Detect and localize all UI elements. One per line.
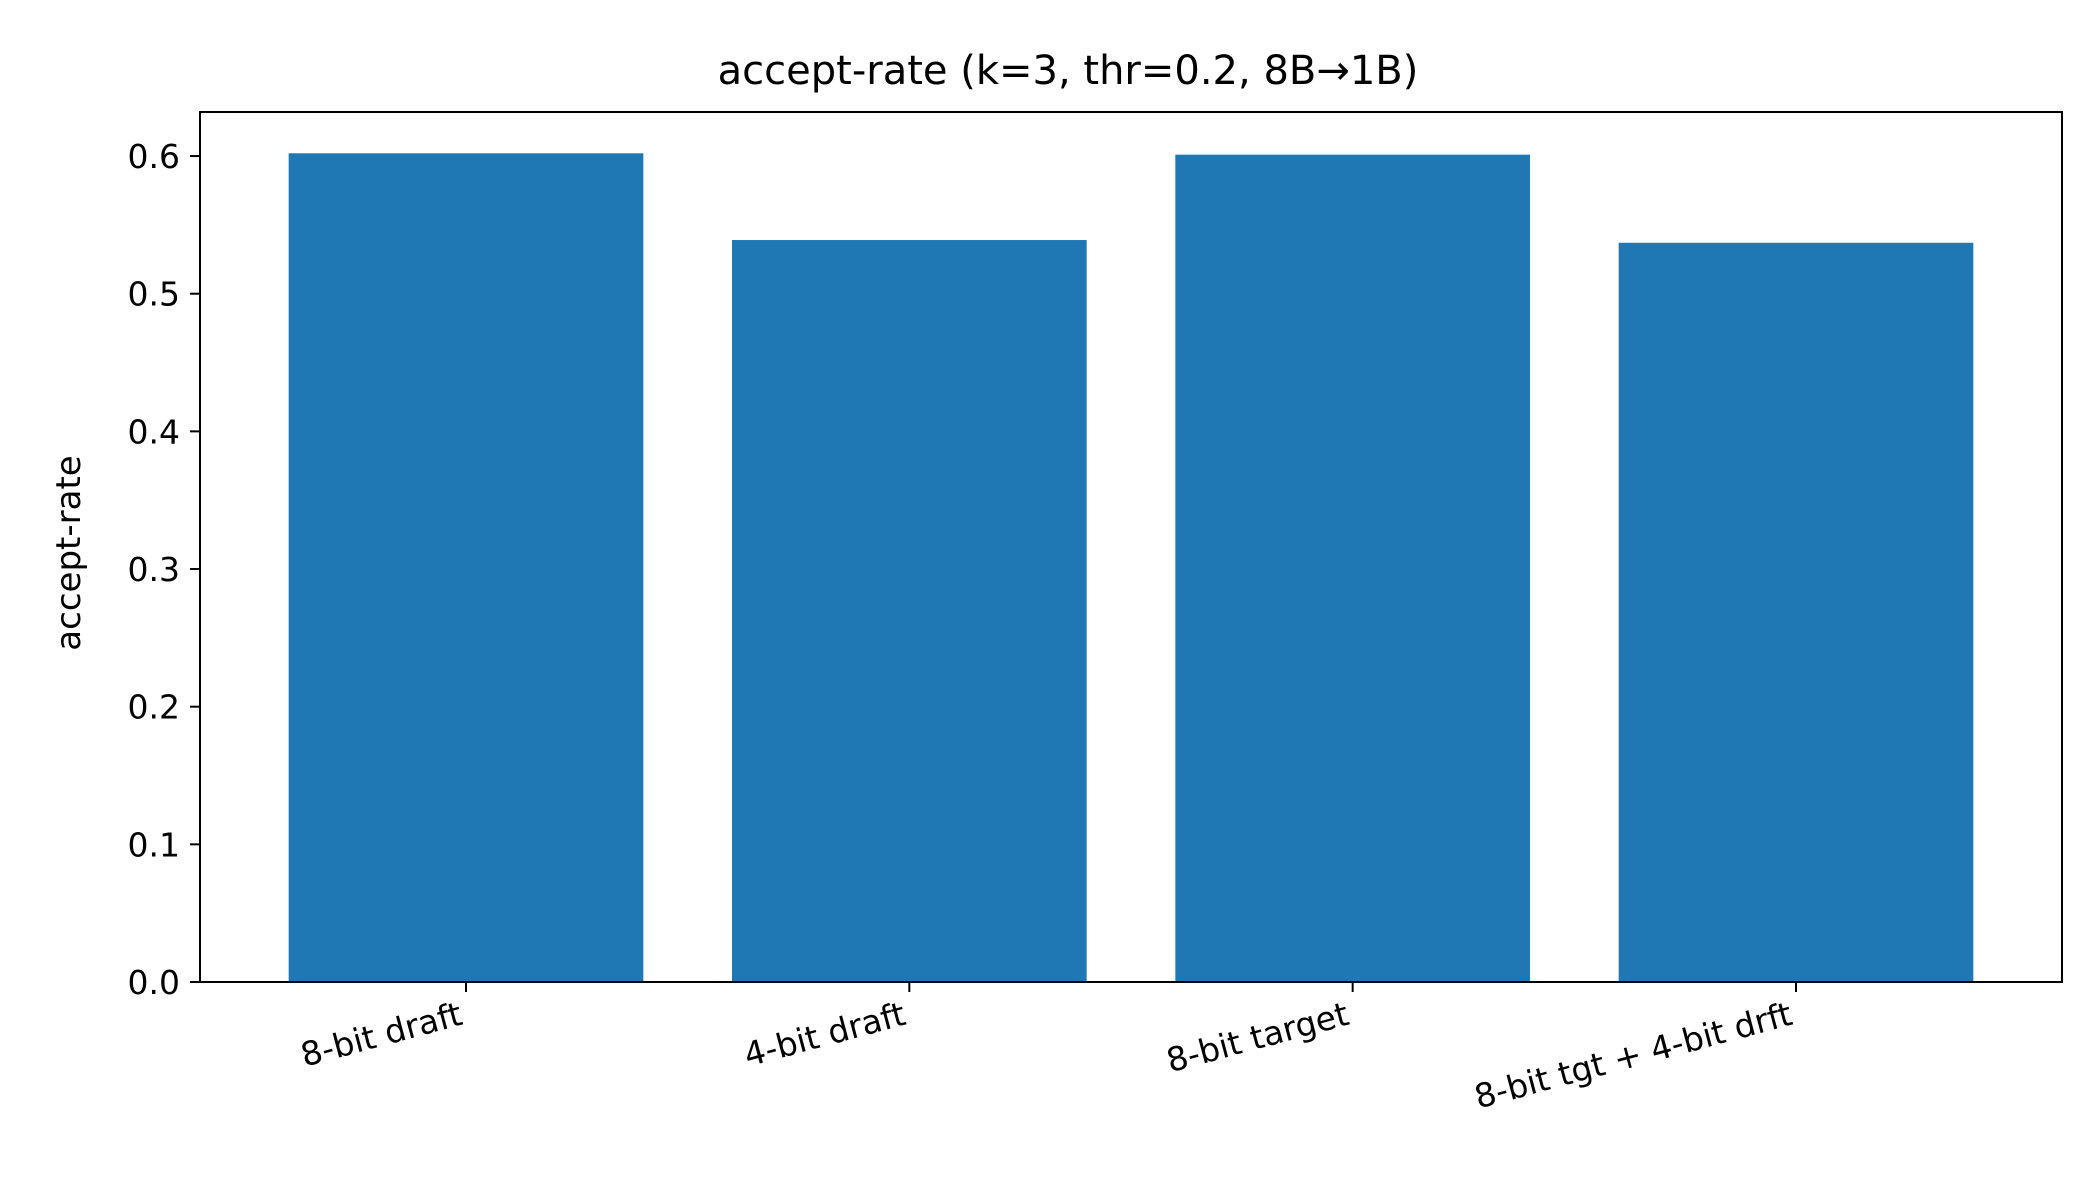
plot-area-frame [199,111,2063,983]
y-tick-label: 0.4 [128,412,180,451]
chart-title: accept-rate (k=3, thr=0.2, 8B→1B) [718,48,1419,94]
y-tick-label: 0.3 [128,550,180,589]
y-tick-label: 0.5 [128,275,180,314]
y-tick-label: 0.2 [128,688,180,727]
y-tick-label: 0.0 [128,963,180,1002]
bar-group [288,153,1974,982]
bar-4 [1618,242,1974,982]
y-tick-label: 0.6 [128,137,180,176]
bar-2 [732,240,1087,982]
bar-3 [1175,154,1530,982]
y-axis-ticks: 0.0 0.1 0.2 0.3 0.4 0.5 0.6 [128,137,200,1002]
y-axis-label: accept-rate [49,455,89,650]
y-tick-label: 0.1 [128,825,180,864]
bar-1 [288,153,644,982]
